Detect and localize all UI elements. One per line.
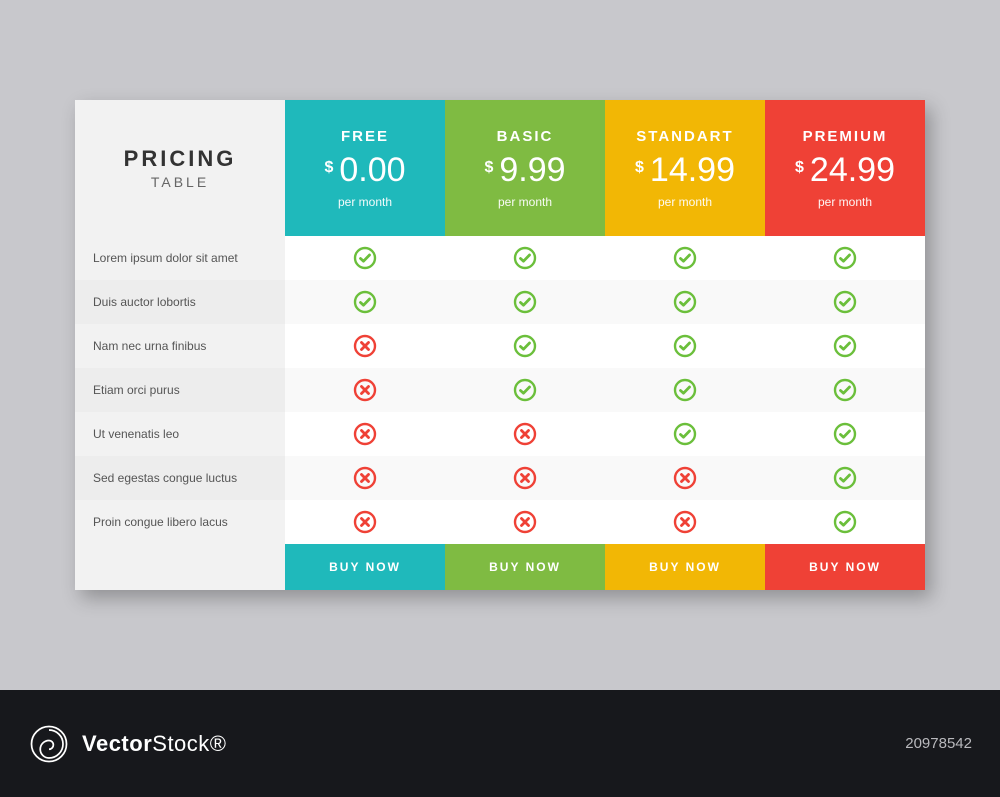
feature-label: Ut venenatis leo — [75, 412, 285, 456]
price-amount: 9.99 — [499, 153, 565, 187]
feature-label: Lorem ipsum dolor sit amet — [75, 236, 285, 280]
price-amount: 24.99 — [810, 153, 895, 187]
watermark-brand-a: Vector — [82, 731, 152, 756]
cross-icon — [445, 456, 605, 500]
plan-price: $ 14.99 — [635, 153, 735, 187]
cross-icon — [285, 324, 445, 368]
buy-button-premium[interactable]: BUY NOW — [765, 544, 925, 590]
plan-price: $ 9.99 — [484, 153, 565, 187]
check-icon — [765, 324, 925, 368]
title-sub: TABLE — [151, 174, 209, 190]
footer-row: BUY NOWBUY NOWBUY NOWBUY NOW — [75, 544, 925, 590]
buy-button-free[interactable]: BUY NOW — [285, 544, 445, 590]
feature-label: Etiam orci purus — [75, 368, 285, 412]
plan-header-free: FREE $ 0.00 per month — [285, 100, 445, 236]
plan-price: $ 0.00 — [324, 153, 405, 187]
check-icon — [765, 368, 925, 412]
check-icon — [445, 324, 605, 368]
check-icon — [285, 280, 445, 324]
feature-label: Duis auctor lobortis — [75, 280, 285, 324]
title-main: PRICING — [124, 146, 237, 172]
feature-label: Sed egestas congue luctus — [75, 456, 285, 500]
stage: PRICING TABLE FREE $ 0.00 per month BASI… — [0, 0, 1000, 690]
plan-name: FREE — [341, 128, 389, 145]
watermark-brand-b: Stock — [152, 731, 210, 756]
check-icon — [285, 236, 445, 280]
check-icon — [445, 368, 605, 412]
pricing-table: PRICING TABLE FREE $ 0.00 per month BASI… — [75, 100, 925, 590]
currency-label: $ — [484, 159, 493, 177]
feature-row: Duis auctor lobortis — [75, 280, 925, 324]
price-amount: 0.00 — [339, 153, 405, 187]
feature-row: Lorem ipsum dolor sit amet — [75, 236, 925, 280]
feature-row: Etiam orci purus — [75, 368, 925, 412]
plan-price: $ 24.99 — [795, 153, 895, 187]
period-label: per month — [338, 195, 392, 209]
watermark-id: 20978542 — [905, 735, 972, 752]
swirl-icon — [28, 723, 70, 765]
cross-icon — [285, 412, 445, 456]
watermark-text: VectorStock® — [82, 731, 227, 757]
period-label: per month — [658, 195, 712, 209]
period-label: per month — [498, 195, 552, 209]
feature-label: Nam nec urna finibus — [75, 324, 285, 368]
buy-button-standart[interactable]: BUY NOW — [605, 544, 765, 590]
title-box: PRICING TABLE — [75, 100, 285, 236]
check-icon — [605, 324, 765, 368]
check-icon — [445, 236, 605, 280]
check-icon — [445, 280, 605, 324]
footer-spacer — [75, 544, 285, 590]
plan-header-standart: STANDART $ 14.99 per month — [605, 100, 765, 236]
currency-label: $ — [324, 159, 333, 177]
currency-label: $ — [635, 159, 644, 177]
feature-row: Nam nec urna finibus — [75, 324, 925, 368]
check-icon — [605, 236, 765, 280]
check-icon — [765, 280, 925, 324]
cross-icon — [605, 456, 765, 500]
cross-icon — [285, 368, 445, 412]
period-label: per month — [818, 195, 872, 209]
check-icon — [605, 280, 765, 324]
watermark-bar: VectorStock® 20978542 — [0, 690, 1000, 797]
check-icon — [765, 456, 925, 500]
watermark-suffix: ® — [210, 731, 227, 756]
cross-icon — [445, 412, 605, 456]
plan-header-premium: PREMIUM $ 24.99 per month — [765, 100, 925, 236]
check-icon — [605, 412, 765, 456]
check-icon — [765, 412, 925, 456]
price-amount: 14.99 — [650, 153, 735, 187]
watermark-logo: VectorStock® — [28, 723, 227, 765]
check-icon — [765, 236, 925, 280]
feature-row: Sed egestas congue luctus — [75, 456, 925, 500]
plan-name: STANDART — [636, 128, 733, 145]
check-icon — [605, 368, 765, 412]
plan-name: PREMIUM — [803, 128, 888, 145]
feature-label: Proin congue libero lacus — [75, 500, 285, 544]
buy-button-basic[interactable]: BUY NOW — [445, 544, 605, 590]
feature-row: Ut venenatis leo — [75, 412, 925, 456]
currency-label: $ — [795, 159, 804, 177]
cross-icon — [285, 456, 445, 500]
feature-row: Proin congue libero lacus — [75, 500, 925, 544]
plan-header-basic: BASIC $ 9.99 per month — [445, 100, 605, 236]
plan-name: BASIC — [497, 128, 554, 145]
header-row: PRICING TABLE FREE $ 0.00 per month BASI… — [75, 100, 925, 236]
